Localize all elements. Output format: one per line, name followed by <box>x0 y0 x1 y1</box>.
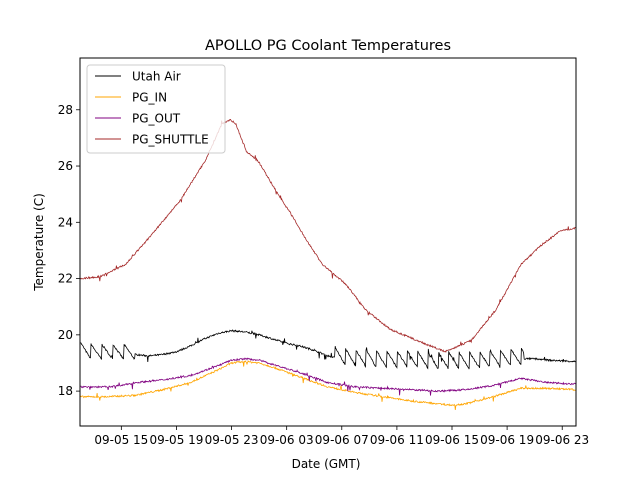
x-axis-label: Date (GMT) <box>292 457 361 471</box>
legend-label: Utah Air <box>132 70 181 84</box>
x-tick-label: 09-06 15 <box>425 433 479 447</box>
y-tick-label: 24 <box>58 215 73 229</box>
y-tick-label: 20 <box>58 328 73 342</box>
x-tick-label: 09-06 07 <box>315 433 369 447</box>
series-line-utah-air <box>79 329 577 370</box>
y-tick-label: 18 <box>58 384 73 398</box>
legend-box <box>86 64 226 154</box>
x-axis: 09-05 15 09-05 19 09-05 23 09-06 03 09-06 07… <box>94 426 589 447</box>
legend-label: PG_SHUTTLE <box>132 133 209 147</box>
x-tick-label: 09-05 23 <box>205 433 259 447</box>
chart-title: APOLLO PG Coolant Temperatures <box>205 38 451 54</box>
x-tick-label: 09-05 19 <box>149 433 203 447</box>
x-tick-label: 09-06 19 <box>480 433 534 447</box>
x-tick-label: 09-06 23 <box>535 433 589 447</box>
y-tick-label: 28 <box>58 103 73 117</box>
series-line-pg-shuttle <box>79 119 576 353</box>
series-line-pg-in <box>79 360 576 411</box>
series-line-pg-out <box>79 357 577 396</box>
legend: Utah Air PG_IN PG_OUT PG_SHUTTLE <box>86 64 226 154</box>
plot-lines <box>79 119 577 411</box>
x-tick-label: 09-06 03 <box>260 433 314 447</box>
x-tick-label: 09-06 11 <box>370 433 424 447</box>
plot-frame <box>79 57 577 427</box>
y-axis: 18 20 22 24 26 28 <box>58 103 80 398</box>
legend-label: PG_OUT <box>132 112 181 126</box>
legend-label: PG_IN <box>132 91 167 105</box>
y-tick-label: 26 <box>58 159 73 173</box>
y-tick-label: 22 <box>58 272 73 286</box>
y-axis-label: Temperature (C) <box>32 193 46 292</box>
x-tick-label: 09-05 15 <box>94 433 148 447</box>
